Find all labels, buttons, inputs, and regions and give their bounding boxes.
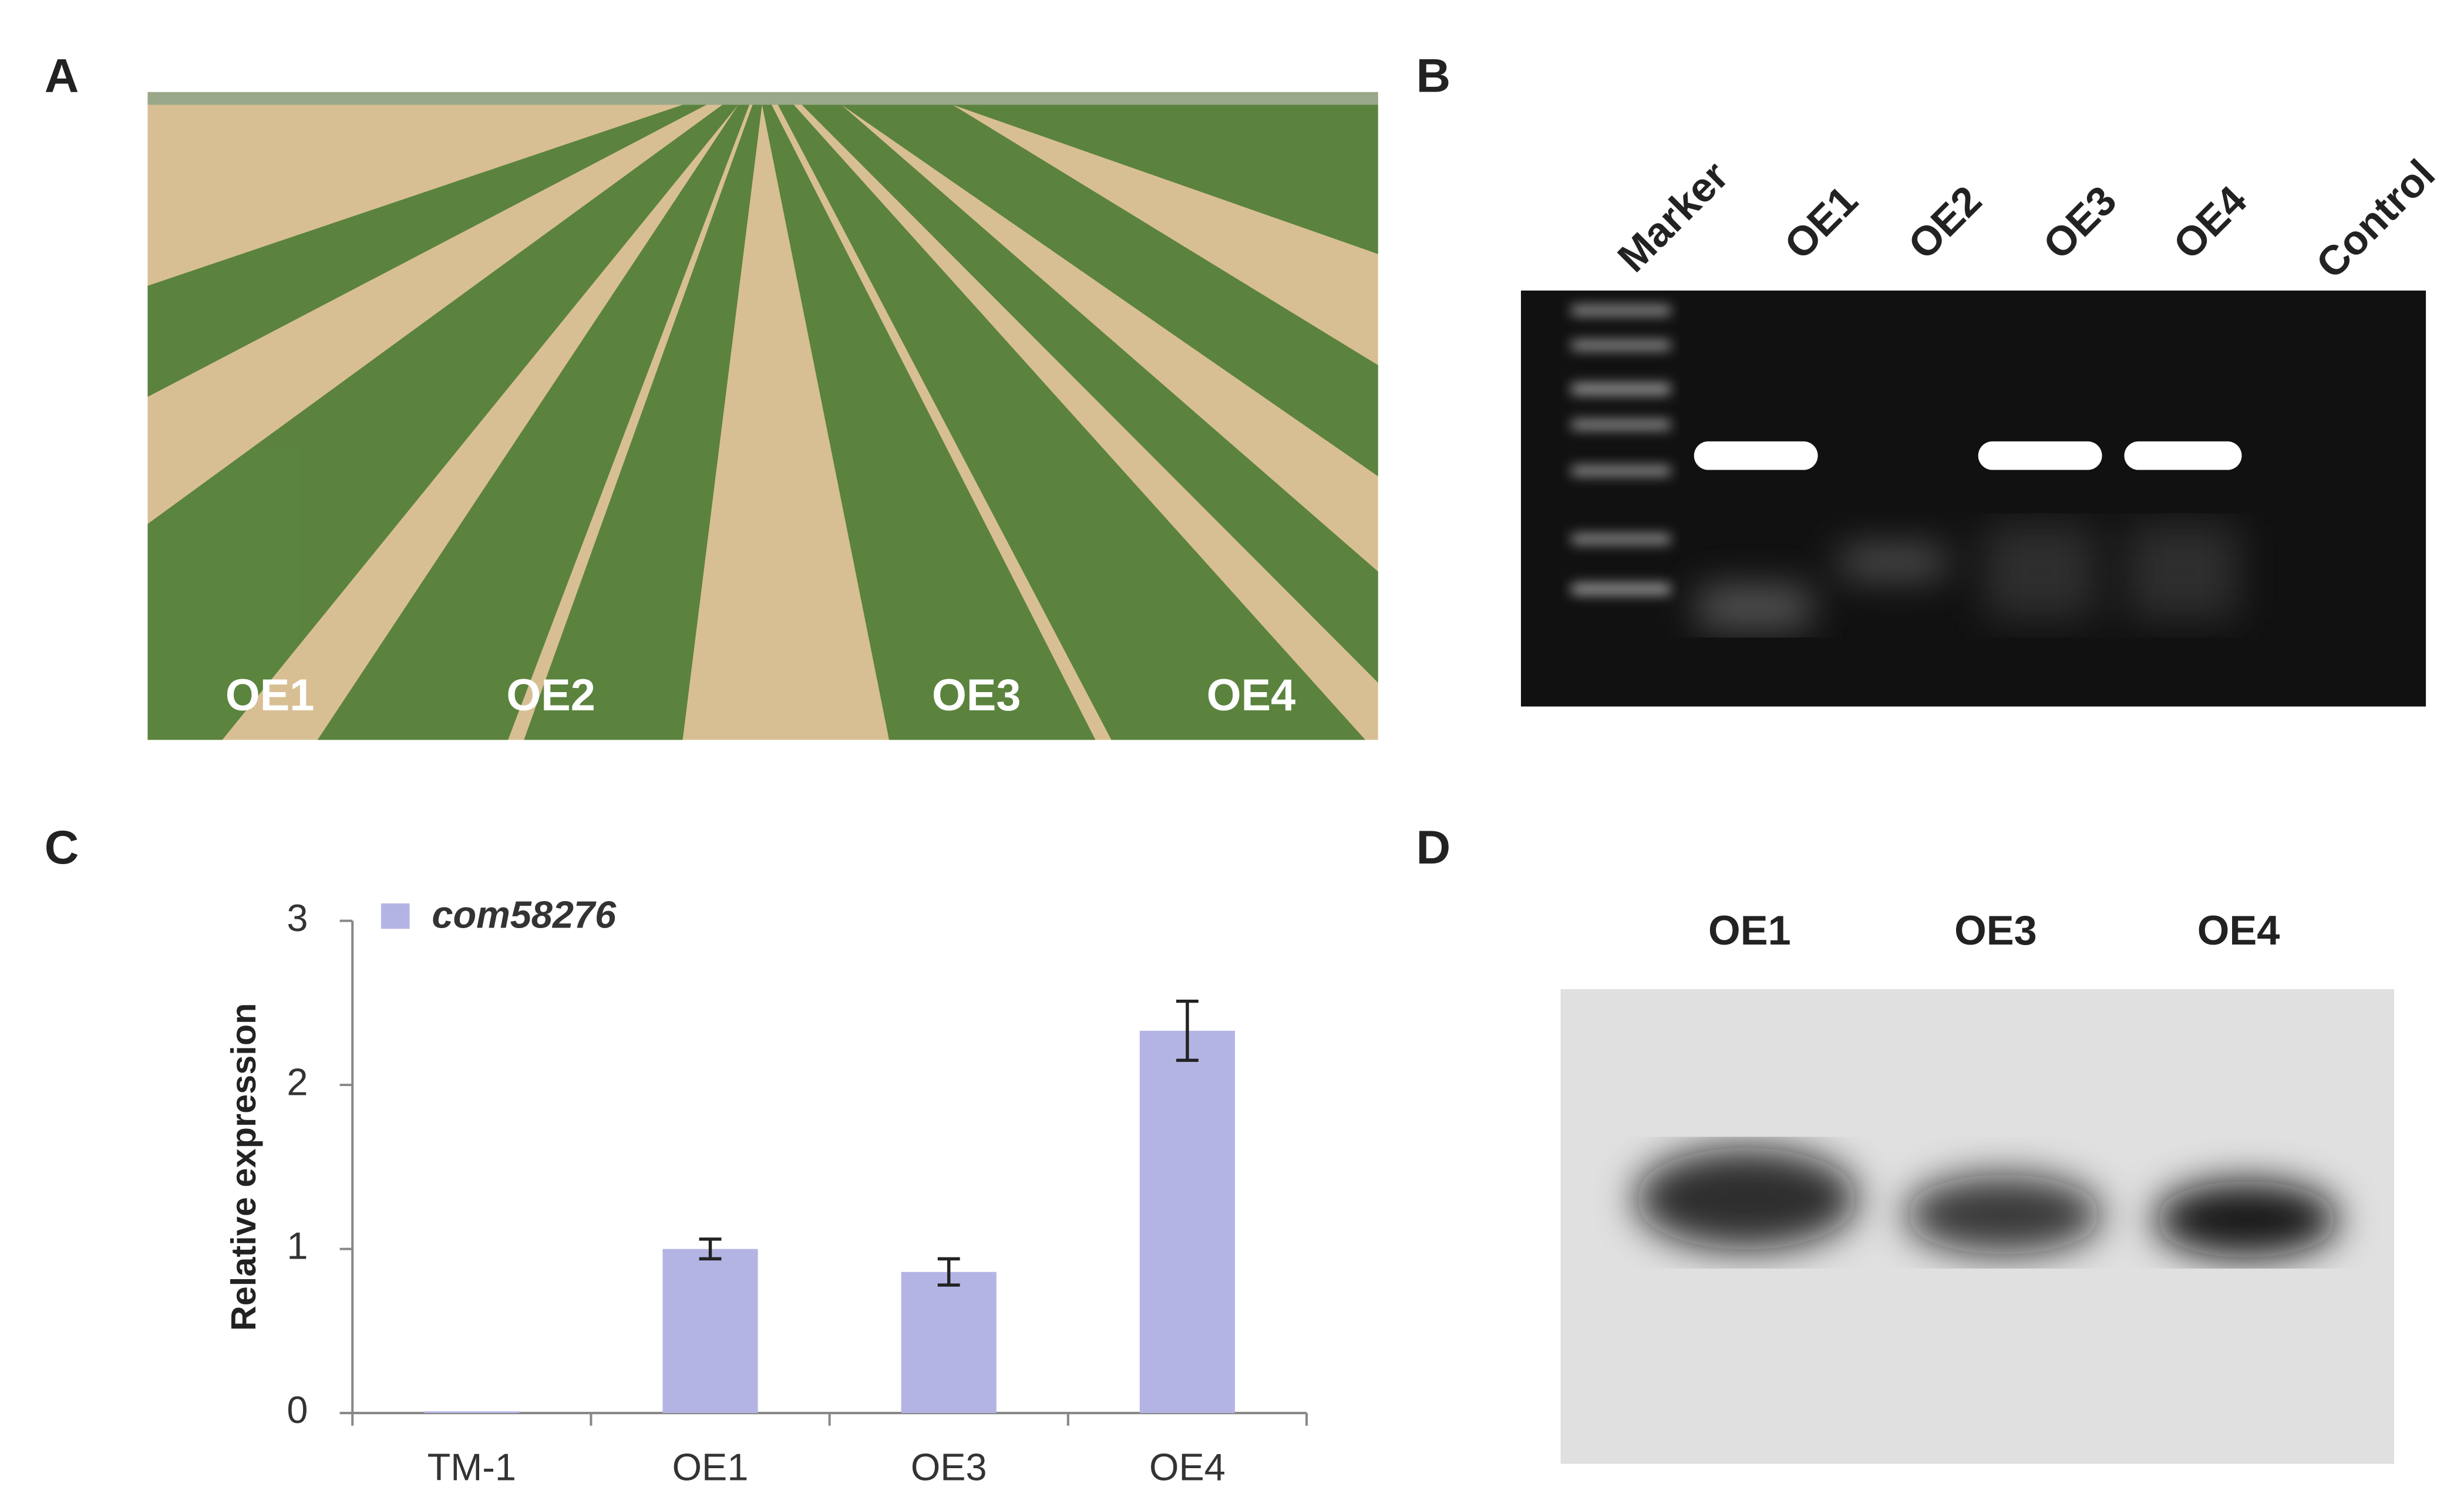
gel-lane-label: Control (2307, 150, 2444, 287)
gel-lane-label: Marker (1608, 152, 1737, 281)
panel-label: C (45, 821, 79, 874)
field-photo (147, 92, 1378, 740)
western-blot (1560, 989, 2395, 1464)
y-tick-label: 0 (287, 1388, 308, 1431)
error-bar (937, 1257, 960, 1287)
y-tick-label: 3 (287, 896, 308, 939)
legend-swatch (381, 903, 410, 929)
x-tick-label: TM-1 (428, 1446, 516, 1489)
blot-lane-label: OE4 (2197, 907, 2280, 953)
gel-image (1521, 290, 2426, 707)
gel-lane-label: OE1 (1775, 177, 1866, 268)
x-tick-label: OE1 (672, 1446, 749, 1489)
panel-label: B (1416, 50, 1451, 103)
gel-lane-label: OE3 (2034, 177, 2125, 268)
x-tick-label: OE3 (911, 1446, 987, 1489)
photo-label: OE4 (1207, 670, 1295, 720)
bar-chart: 0 1 2 3 Relative expression TM-1 OE1 OE3 OE4 com5… (224, 893, 1308, 1489)
bar (1139, 1030, 1236, 1414)
blot-lane-label: OE3 (1954, 907, 2037, 953)
bar (424, 1411, 520, 1414)
legend-label: com58276 (432, 893, 617, 936)
bar (662, 1249, 758, 1414)
photo-label: OE2 (506, 670, 595, 720)
panel-label: A (45, 50, 79, 103)
photo-label: OE1 (225, 670, 314, 720)
photo-label: OE3 (932, 670, 1021, 720)
error-bar (699, 1237, 722, 1261)
x-tick-label: OE4 (1149, 1446, 1226, 1489)
error-bar (1176, 999, 1199, 1062)
gel-lane-label: OE4 (2164, 177, 2255, 268)
gel-lane-label: OE2 (1899, 177, 1990, 268)
y-axis-label: Relative expression (224, 1003, 263, 1331)
y-tick-label: 2 (287, 1060, 308, 1103)
panel-label: D (1416, 821, 1451, 874)
y-tick-label: 1 (287, 1225, 308, 1267)
blot-lane-label: OE1 (1708, 907, 1791, 953)
bar (901, 1272, 997, 1414)
